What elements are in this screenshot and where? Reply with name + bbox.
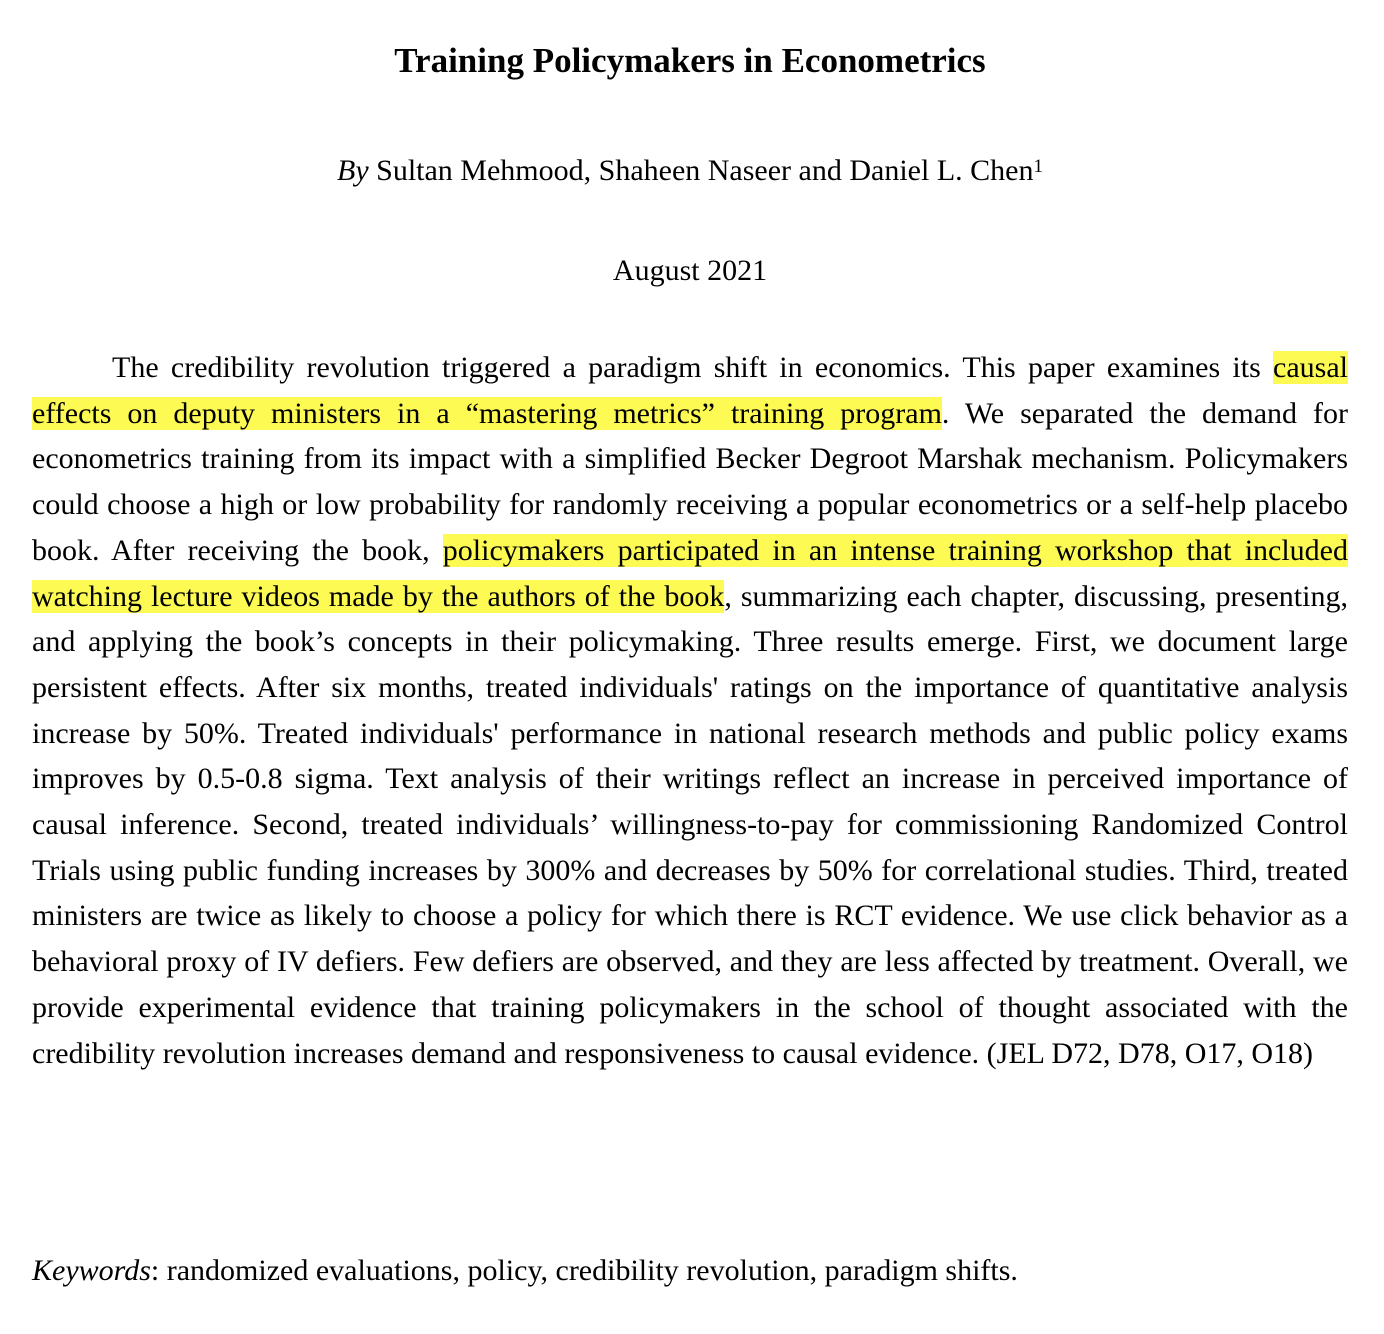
author-byline: By Sultan Mehmood, Shaheen Naseer and Da…: [32, 150, 1348, 192]
paper-title: Training Policymakers in Econometrics: [394, 41, 986, 80]
author-list: Sultan Mehmood, Shaheen Naseer and Danie…: [376, 154, 1034, 187]
keywords-list: randomized evaluations, policy, credibil…: [166, 1254, 1018, 1287]
keywords-separator: :: [150, 1254, 167, 1287]
byline-prefix: By: [337, 154, 369, 187]
keywords-label: Keywords: [32, 1254, 151, 1287]
abstract-text-3: , summarizing each chapter, discussing, …: [32, 579, 1348, 1070]
abstract-paragraph: The credibility revolution triggered a p…: [32, 345, 1348, 1076]
publication-date: August 2021: [612, 254, 768, 287]
abstract-text-2: . We separated the demand for econometri…: [32, 396, 1348, 567]
footnote-marker: 1: [1033, 156, 1043, 177]
keywords-line: Keywords: randomized evaluations, policy…: [32, 1250, 1348, 1292]
abstract-text-1: The credibility revolution triggered a p…: [112, 351, 1274, 384]
